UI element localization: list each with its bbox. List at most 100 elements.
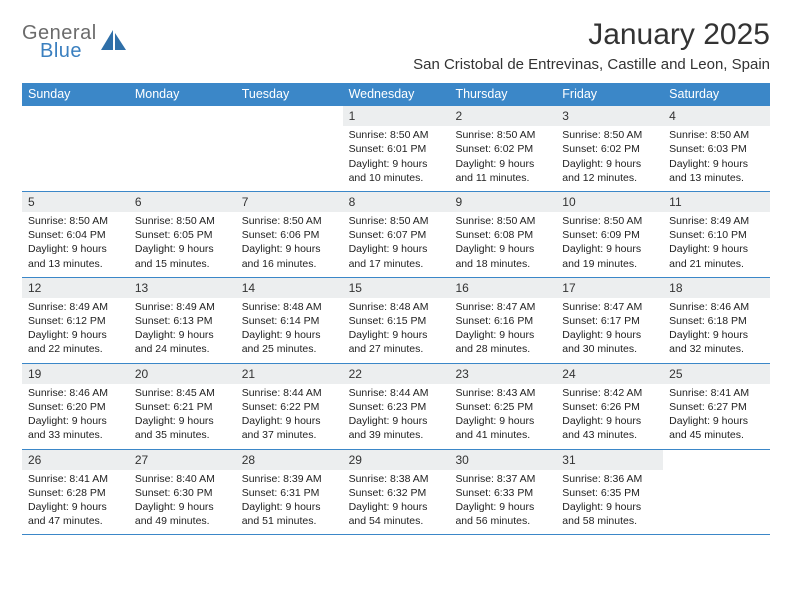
day-number: 24 — [556, 364, 663, 384]
calendar: SundayMondayTuesdayWednesdayThursdayFrid… — [22, 83, 770, 535]
day-number: 18 — [663, 278, 770, 298]
daylight-line: Daylight: 9 hours and 27 minutes. — [349, 328, 444, 356]
sunrise-line: Sunrise: 8:50 AM — [455, 128, 550, 142]
sunset-line: Sunset: 6:09 PM — [562, 228, 657, 242]
day-number: 23 — [449, 364, 556, 384]
sunset-line: Sunset: 6:22 PM — [242, 400, 337, 414]
sunrise-line: Sunrise: 8:45 AM — [135, 386, 230, 400]
day-body: Sunrise: 8:46 AMSunset: 6:18 PMDaylight:… — [663, 298, 770, 363]
sunset-line: Sunset: 6:20 PM — [28, 400, 123, 414]
sunrise-line: Sunrise: 8:41 AM — [28, 472, 123, 486]
day-body: Sunrise: 8:50 AMSunset: 6:09 PMDaylight:… — [556, 212, 663, 277]
day-body: Sunrise: 8:39 AMSunset: 6:31 PMDaylight:… — [236, 470, 343, 535]
day-number: 7 — [236, 192, 343, 212]
day-cell: 10Sunrise: 8:50 AMSunset: 6:09 PMDayligh… — [556, 192, 663, 277]
day-cell: 13Sunrise: 8:49 AMSunset: 6:13 PMDayligh… — [129, 278, 236, 363]
week-row: 19 Sunrise: 8:46 AMSunset: 6:20 PM Dayligh… — [22, 363, 770, 449]
day-body: Sunrise: 8:50 AMSunset: 6:01 PMDaylight:… — [343, 126, 450, 191]
day-number — [236, 106, 343, 110]
sunset-line: Sunset: 6:15 PM — [349, 314, 444, 328]
daylight-line: Daylight: 9 hours and 12 minutes. — [562, 157, 657, 185]
sunrise-line: Sunrise: 8:46 AM — [669, 300, 764, 314]
daylight-line: Daylight: 9 hours and 15 minutes. — [135, 242, 230, 270]
sunrise-line: Sunrise: 8:48 AM — [349, 300, 444, 314]
dow-cell: Wednesday — [343, 83, 450, 105]
day-number: 21 — [236, 364, 343, 384]
month-title: January 2025 — [413, 18, 770, 52]
day-cell: 4Sunrise: 8:50 AMSunset: 6:03 PMDaylight… — [663, 106, 770, 191]
dow-cell: Sunday — [22, 83, 129, 105]
title-block: January 2025 San Cristobal de Entrevinas… — [413, 18, 770, 73]
daylight-line: Daylight: 9 hours and 39 minutes. — [349, 414, 444, 442]
header: General Blue January 2025 San Cristobal … — [22, 18, 770, 73]
daylight-line: Daylight: 9 hours and 58 minutes. — [562, 500, 657, 528]
day-cell: 14Sunrise: 8:48 AMSunset: 6:14 PMDayligh… — [236, 278, 343, 363]
day-number: 6 — [129, 192, 236, 212]
sunrise-line: Sunrise: 8:47 AM — [455, 300, 550, 314]
day-number: 25 — [663, 364, 770, 384]
sunset-line: Sunset: 6:02 PM — [562, 142, 657, 156]
sunset-line: Sunset: 6:07 PM — [349, 228, 444, 242]
sunrise-line: Sunrise: 8:47 AM — [562, 300, 657, 314]
day-cell: 11Sunrise: 8:49 AMSunset: 6:10 PMDayligh… — [663, 192, 770, 277]
sunrise-line: Sunrise: 8:44 AM — [349, 386, 444, 400]
day-body: Sunrise: 8:50 AMSunset: 6:08 PMDaylight:… — [449, 212, 556, 277]
sunset-line: Sunset: 6:02 PM — [455, 142, 550, 156]
daylight-line: Daylight: 9 hours and 13 minutes. — [28, 242, 123, 270]
day-body: Sunrise: 8:37 AMSunset: 6:33 PMDaylight:… — [449, 470, 556, 535]
sunrise-line: Sunrise: 8:40 AM — [135, 472, 230, 486]
day-cell: 27Sunrise: 8:40 AMSunset: 6:30 PMDayligh… — [129, 450, 236, 535]
weeks-container: 1Sunrise: 8:50 AMSunset: 6:01 PMDaylight… — [22, 105, 770, 535]
daylight-line: Daylight: 9 hours and 28 minutes. — [455, 328, 550, 356]
sunrise-line: Sunrise: 8:49 AM — [669, 214, 764, 228]
day-body: Sunrise: 8:45 AMSunset: 6:21 PMDaylight:… — [129, 384, 236, 449]
day-cell: 31Sunrise: 8:36 AMSunset: 6:35 PMDayligh… — [556, 450, 663, 535]
day-cell: 19Sunrise: 8:46 AMSunset: 6:20 PMDayligh… — [22, 364, 129, 449]
day-number: 28 — [236, 450, 343, 470]
day-cell: 24Sunrise: 8:42 AMSunset: 6:26 PMDayligh… — [556, 364, 663, 449]
sunrise-line: Sunrise: 8:41 AM — [669, 386, 764, 400]
day-body: Sunrise: 8:48 AMSunset: 6:15 PMDaylight:… — [343, 298, 450, 363]
day-number: 1 — [343, 106, 450, 126]
sunset-line: Sunset: 6:04 PM — [28, 228, 123, 242]
daylight-line: Daylight: 9 hours and 51 minutes. — [242, 500, 337, 528]
daylight-line: Daylight: 9 hours and 25 minutes. — [242, 328, 337, 356]
sunrise-line: Sunrise: 8:49 AM — [28, 300, 123, 314]
sunset-line: Sunset: 6:13 PM — [135, 314, 230, 328]
sunrise-line: Sunrise: 8:50 AM — [135, 214, 230, 228]
sunrise-line: Sunrise: 8:42 AM — [562, 386, 657, 400]
daylight-line: Daylight: 9 hours and 18 minutes. — [455, 242, 550, 270]
sunrise-line: Sunrise: 8:49 AM — [135, 300, 230, 314]
daylight-line: Daylight: 9 hours and 10 minutes. — [349, 157, 444, 185]
week-row: 12Sunrise: 8:49 AMSunset: 6:12 PMDayligh… — [22, 277, 770, 363]
daylight-line: Daylight: 9 hours and 32 minutes. — [669, 328, 764, 356]
day-cell: 21Sunrise: 8:44 AMSunset: 6:22 PMDayligh… — [236, 364, 343, 449]
day-number: 10 — [556, 192, 663, 212]
daylight-line: Daylight: 9 hours and 21 minutes. — [669, 242, 764, 270]
day-body: Sunrise: 8:43 AMSunset: 6:25 PMDaylight:… — [449, 384, 556, 449]
day-cell: 12Sunrise: 8:49 AMSunset: 6:12 PMDayligh… — [22, 278, 129, 363]
day-cell: 15Sunrise: 8:48 AMSunset: 6:15 PMDayligh… — [343, 278, 450, 363]
daylight-line: Daylight: 9 hours and 11 minutes. — [455, 157, 550, 185]
week-row: 5Sunrise: 8:50 AMSunset: 6:04 PMDaylight… — [22, 191, 770, 277]
day-number: 19 — [22, 364, 129, 384]
sunset-line: Sunset: 6:10 PM — [669, 228, 764, 242]
daylight-line: Daylight: 9 hours and 19 minutes. — [562, 242, 657, 270]
day-body: Sunrise: 8:40 AMSunset: 6:30 PMDaylight:… — [129, 470, 236, 535]
sunrise-line: Sunrise: 8:37 AM — [455, 472, 550, 486]
sunrise-line: Sunrise: 8:46 AM — [28, 386, 123, 400]
sunset-line: Sunset: 6:17 PM — [562, 314, 657, 328]
sunset-line: Sunset: 6:27 PM — [669, 400, 764, 414]
day-cell: 29Sunrise: 8:38 AMSunset: 6:32 PMDayligh… — [343, 450, 450, 535]
day-body: Sunrise: 8:50 AMSunset: 6:02 PMDaylight:… — [449, 126, 556, 191]
day-number: 13 — [129, 278, 236, 298]
day-number: 5 — [22, 192, 129, 212]
day-number: 2 — [449, 106, 556, 126]
sunset-line: Sunset: 6:33 PM — [455, 486, 550, 500]
day-body: Sunrise: 8:38 AMSunset: 6:32 PMDaylight:… — [343, 470, 450, 535]
day-number: 22 — [343, 364, 450, 384]
dow-cell: Saturday — [663, 83, 770, 105]
daylight-line: Daylight: 9 hours and 30 minutes. — [562, 328, 657, 356]
day-cell: 26Sunrise: 8:41 AMSunset: 6:28 PMDayligh… — [22, 450, 129, 535]
daylight-line: Daylight: 9 hours and 35 minutes. — [135, 414, 230, 442]
